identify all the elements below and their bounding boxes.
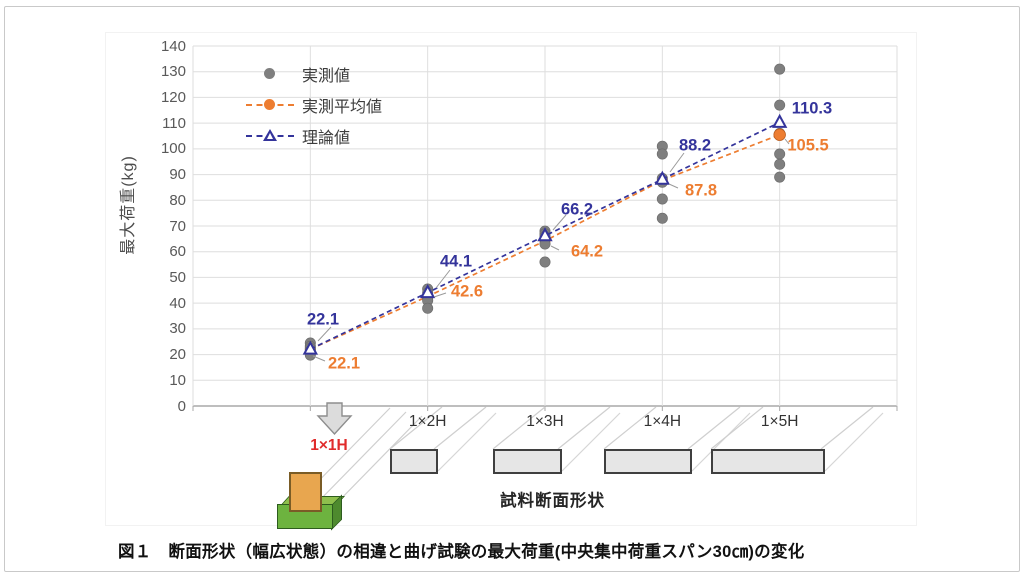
y-tick-label: 60: [169, 243, 186, 261]
page-border: [4, 6, 1020, 572]
y-tick-label: 30: [169, 320, 186, 338]
legend-label: 実測平均値: [302, 98, 383, 116]
y-tick-label: 100: [160, 140, 186, 158]
y-tick-label: 140: [160, 37, 186, 55]
y-tick-label: 10: [169, 371, 186, 389]
cross-section-1×4H: [604, 449, 692, 474]
figure-caption: 図１ 断面形状（幅広状態）の相違と曲げ試験の最大荷重(中央集中荷重スパン30㎝)…: [118, 543, 805, 561]
data-label: 44.1: [439, 252, 473, 271]
data-label: 88.2: [678, 136, 712, 155]
y-tick-label: 70: [169, 217, 186, 235]
chart-legend: 実測値 実測平均値 理論値: [246, 58, 382, 151]
y-tick-label: 110: [162, 114, 186, 132]
average-marker-icon: [246, 97, 294, 113]
data-label: 42.6: [450, 282, 484, 301]
y-tick-label: 130: [160, 63, 186, 81]
x-category-label: 1×2H: [408, 413, 447, 430]
data-label: 110.3: [791, 99, 833, 118]
data-label: 22.1: [306, 310, 340, 329]
measured-marker-icon: [246, 66, 294, 82]
cross-section-1×2H: [390, 449, 438, 474]
x-axis-title: 試料断面形状: [500, 492, 605, 510]
cross-section-1×3H: [493, 449, 562, 474]
y-tick-label: 0: [177, 397, 186, 415]
data-label: 64.2: [570, 242, 604, 261]
y-tick-label: 40: [169, 294, 186, 312]
y-tick-label: 90: [169, 166, 186, 184]
data-label: 22.1: [327, 354, 361, 373]
x-category-label: 1×1H: [310, 437, 348, 454]
legend-item-measured: 実測値: [246, 58, 382, 89]
x-category-label: 1×4H: [643, 413, 682, 430]
x-category-label: 1×3H: [526, 413, 564, 430]
y-axis-title: 最大荷重(kg): [120, 155, 137, 255]
legend-label: 実測値: [302, 67, 351, 85]
y-tick-label: 20: [169, 346, 186, 364]
y-tick-label: 120: [160, 88, 186, 106]
y-tick-label: 50: [169, 268, 186, 286]
legend-item-average: 実測平均値: [246, 89, 382, 120]
legend-item-theory: 理論値: [246, 120, 382, 151]
y-tick-label: 80: [169, 191, 186, 209]
theory-marker-icon: [246, 128, 294, 144]
data-label: 87.8: [684, 181, 718, 200]
x-category-label: 1×5H: [760, 413, 799, 430]
legend-label: 理論値: [302, 129, 351, 147]
data-label: 66.2: [560, 200, 594, 219]
specimen-block: [289, 472, 322, 512]
data-label: 105.5: [787, 136, 829, 155]
cross-section-1×5H: [711, 449, 825, 474]
